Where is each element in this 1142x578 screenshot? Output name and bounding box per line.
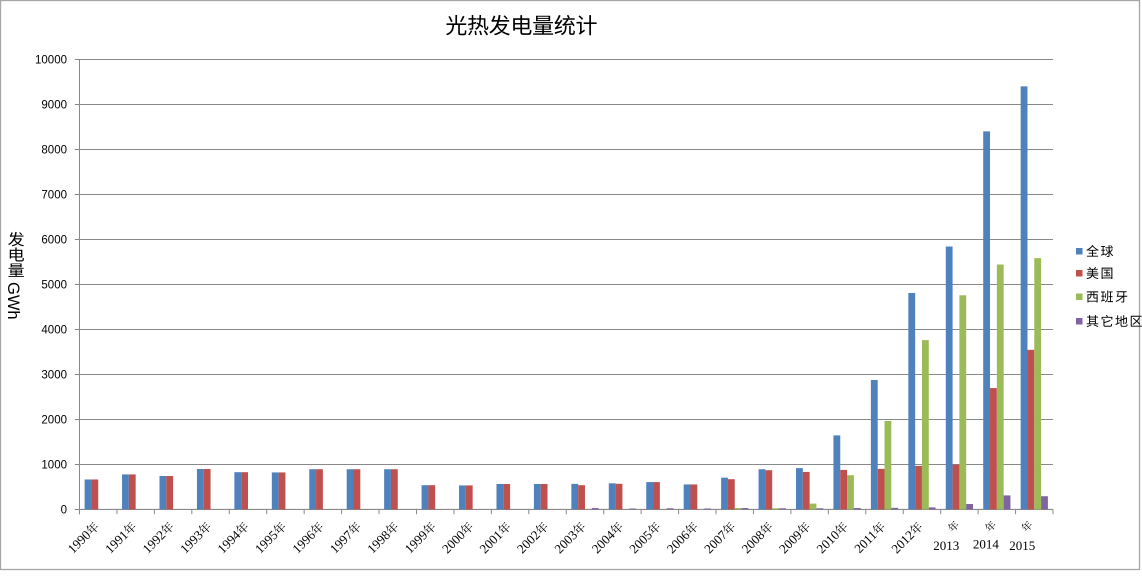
svg-text:6000: 6000 [41,235,67,247]
svg-text:0: 0 [61,505,67,517]
svg-text:7000: 7000 [41,190,67,202]
svg-text:1000: 1000 [41,460,67,472]
svg-text:5000: 5000 [41,280,67,292]
svg-text:4000: 4000 [41,325,67,337]
svg-text:2013: 2013 [933,538,959,553]
svg-text:2000: 2000 [41,415,67,427]
svg-text:GWh: GWh [4,282,22,320]
svg-text:3000: 3000 [41,370,67,382]
svg-text:2014: 2014 [973,537,1000,552]
svg-text:10000: 10000 [35,55,67,67]
svg-text:8000: 8000 [41,145,67,157]
svg-text:2015: 2015 [1009,538,1035,553]
svg-text:9000: 9000 [41,100,67,112]
